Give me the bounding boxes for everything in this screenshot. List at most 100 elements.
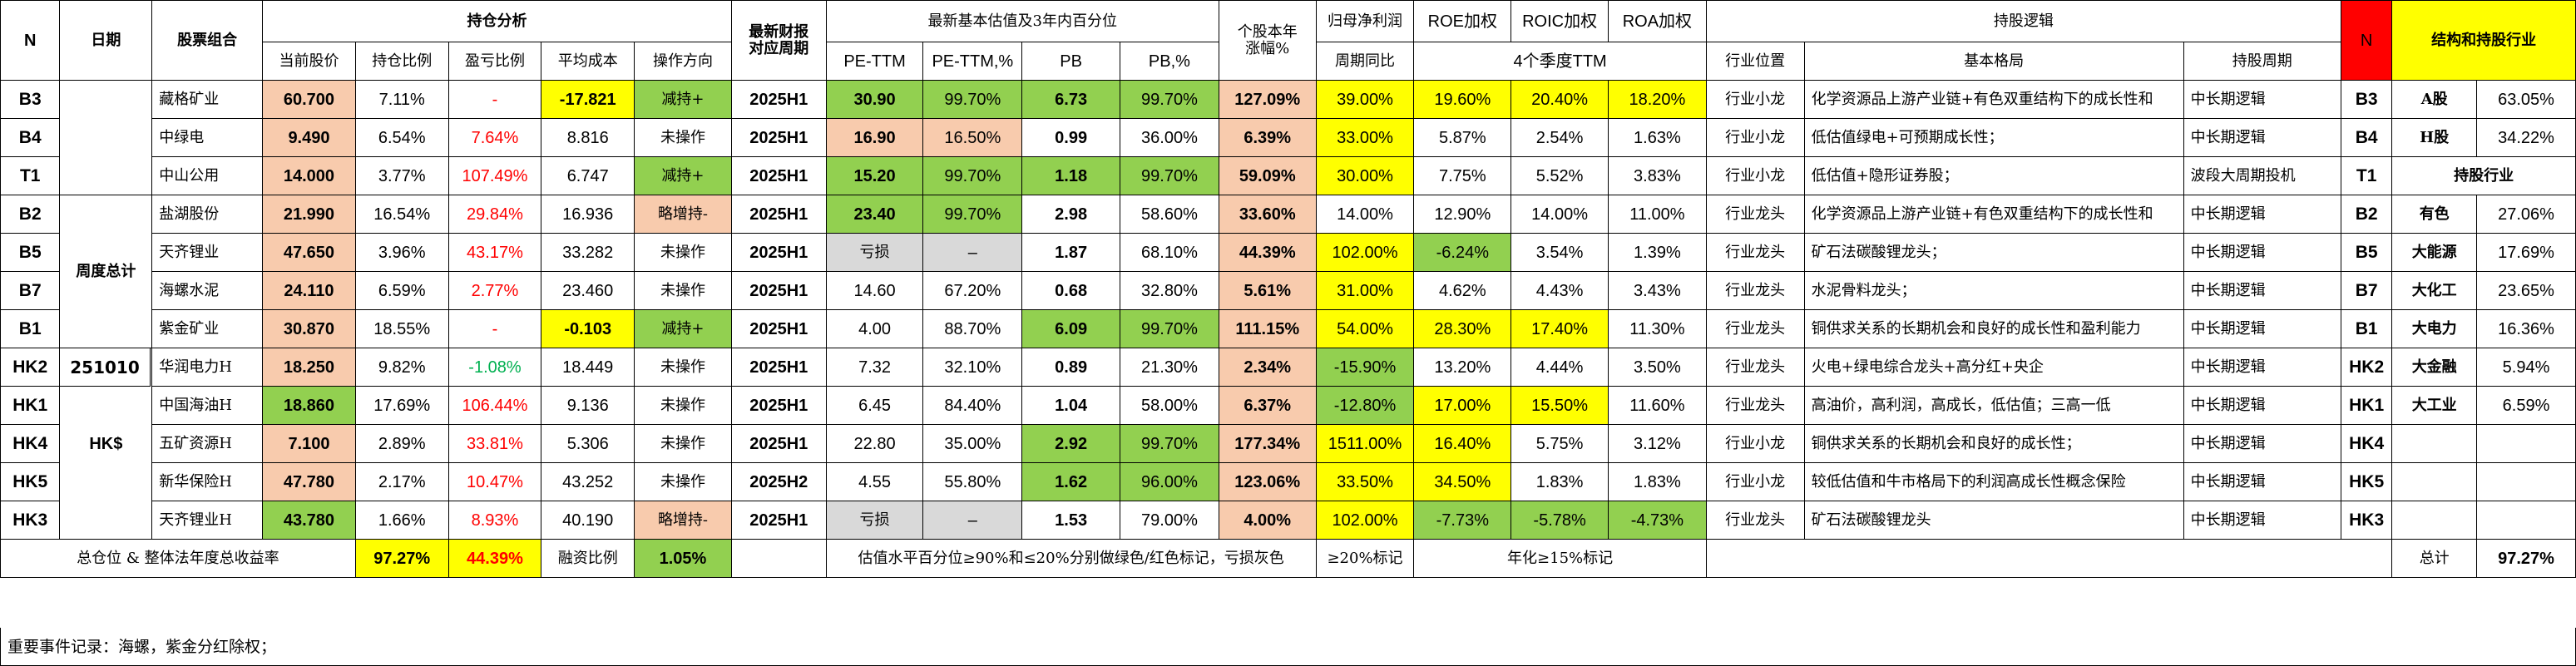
price: 18.860 — [262, 386, 356, 425]
struct-value: 34.22% — [2476, 118, 2576, 157]
profit: 33.50% — [1315, 462, 1415, 501]
pb-pct: 58.00% — [1120, 386, 1219, 425]
footer-margin-label: 融资比例 — [541, 539, 635, 578]
period: 2025H1 — [730, 501, 827, 540]
period: 2025H1 — [730, 118, 827, 157]
profit: 33.00% — [1315, 118, 1415, 157]
avg-cost: 5.306 — [541, 424, 635, 463]
period: 2025H1 — [730, 195, 827, 234]
price: 9.490 — [262, 118, 356, 157]
stock-name: 华润电力H — [151, 348, 264, 387]
profit: 31.00% — [1315, 271, 1415, 310]
stock-name: 新华保险H — [151, 462, 264, 501]
avg-cost: 9.136 — [541, 386, 635, 425]
roe: 5.87% — [1413, 118, 1512, 157]
pb: 1.18 — [1021, 156, 1121, 195]
profit: 30.00% — [1315, 156, 1415, 195]
stock-name: 天齐锂业 — [151, 233, 264, 272]
date-cell-top — [59, 80, 153, 195]
right-code: B7 — [2340, 271, 2393, 310]
pe: 6.45 — [825, 386, 924, 425]
period: 2025H2 — [730, 462, 827, 501]
right-code: B1 — [2340, 309, 2393, 348]
right-code: HK5 — [2340, 462, 2393, 501]
position: 行业龙头 — [1705, 195, 1805, 234]
roa: 3.83% — [1607, 156, 1707, 195]
weight: 16.54% — [354, 195, 449, 234]
avg-cost: 40.190 — [541, 501, 635, 540]
stock-name: 中国海油H — [151, 386, 264, 425]
struct-value: 27.06% — [2476, 195, 2576, 234]
profit: 1511.00% — [1315, 424, 1415, 463]
op: 未操作 — [634, 233, 732, 272]
op: 未操作 — [634, 271, 732, 310]
header-date: 日期 — [59, 0, 153, 81]
right-code: HK3 — [2340, 501, 2393, 540]
event-notes: 重要事件记录：海螺，紫金分红除权； — [0, 628, 2576, 666]
header-combo: 股票组合 — [151, 0, 264, 81]
pnl: 33.81% — [447, 424, 542, 463]
avg-cost: 33.282 — [541, 233, 635, 272]
price: 18.250 — [262, 348, 356, 387]
pb: 2.98 — [1021, 195, 1121, 234]
roe: 12.90% — [1413, 195, 1512, 234]
pb-pct: 79.00% — [1120, 501, 1219, 540]
position: 行业龙头 — [1705, 233, 1805, 272]
pe: 23.40 — [825, 195, 924, 234]
roe: 34.50% — [1413, 462, 1512, 501]
date-cell: 周度总计 — [59, 195, 153, 348]
pe-pct: 99.70% — [922, 80, 1023, 119]
avg-cost: 6.747 — [541, 156, 635, 195]
roe: 17.00% — [1413, 386, 1512, 425]
footer-valuation-note: 估值水平百分位≥90%和≤20%分别做绿色/红色标记，亏损灰色 — [825, 539, 1317, 578]
pattern: 化学资源品上游产业链+有色双重结构下的成长性和 — [1803, 195, 2184, 234]
header-pe-ttm: PE-TTM — [825, 42, 924, 81]
period: 2025H1 — [730, 309, 827, 348]
avg-cost: 23.460 — [541, 271, 635, 310]
pnl: 106.44% — [447, 386, 542, 425]
cycle: 中长期逻辑 — [2183, 118, 2341, 157]
right-code: B2 — [2340, 195, 2393, 234]
pe-pct: 32.10% — [922, 348, 1023, 387]
right-code: B3 — [2340, 80, 2393, 119]
ytd: 44.39% — [1218, 233, 1317, 272]
struct-value: 63.05% — [2476, 80, 2576, 119]
op: 未操作 — [634, 424, 732, 463]
footer-sum-value: 97.27% — [2476, 539, 2576, 578]
ytd: 123.06% — [1218, 462, 1317, 501]
ytd: 33.60% — [1218, 195, 1317, 234]
ytd: 5.61% — [1218, 271, 1317, 310]
cycle: 中长期逻辑 — [2183, 80, 2341, 119]
pattern: 高油价，高利润，高成长，低估值；三高一低 — [1803, 386, 2184, 425]
pattern: 低估值+隐形证券股； — [1803, 156, 2184, 195]
price: 24.110 — [262, 271, 356, 310]
roic: 20.40% — [1510, 80, 1609, 119]
cycle: 中长期逻辑 — [2183, 271, 2341, 310]
profit: 14.00% — [1315, 195, 1415, 234]
cycle: 中长期逻辑 — [2183, 424, 2341, 463]
pattern: 低估值绿电+可预期成长性； — [1803, 118, 2184, 157]
pe: 14.60 — [825, 271, 924, 310]
weight: 3.96% — [354, 233, 449, 272]
ytd: 4.00% — [1218, 501, 1317, 540]
position: 行业小龙 — [1705, 424, 1805, 463]
weight: 2.17% — [354, 462, 449, 501]
avg-cost: -0.103 — [541, 309, 635, 348]
row-code: B5 — [0, 233, 61, 272]
pe-pct: 35.00% — [922, 424, 1023, 463]
header-weight: 持仓比例 — [354, 42, 449, 81]
cycle: 中长期逻辑 — [2183, 501, 2341, 540]
struct-value — [2476, 462, 2576, 501]
period: 2025H1 — [730, 348, 827, 387]
date-cell-hk: HK$ — [59, 348, 153, 540]
right-code: HK4 — [2340, 424, 2393, 463]
pnl: - — [447, 309, 542, 348]
row-code: HK3 — [0, 501, 61, 540]
pb: 6.73 — [1021, 80, 1121, 119]
cycle: 中长期逻辑 — [2183, 233, 2341, 272]
position: 行业龙头 — [1705, 386, 1805, 425]
pnl: 29.84% — [447, 195, 542, 234]
ytd: 111.15% — [1218, 309, 1317, 348]
struct-value: 23.65% — [2476, 271, 2576, 310]
stock-name: 中山公用 — [151, 156, 264, 195]
